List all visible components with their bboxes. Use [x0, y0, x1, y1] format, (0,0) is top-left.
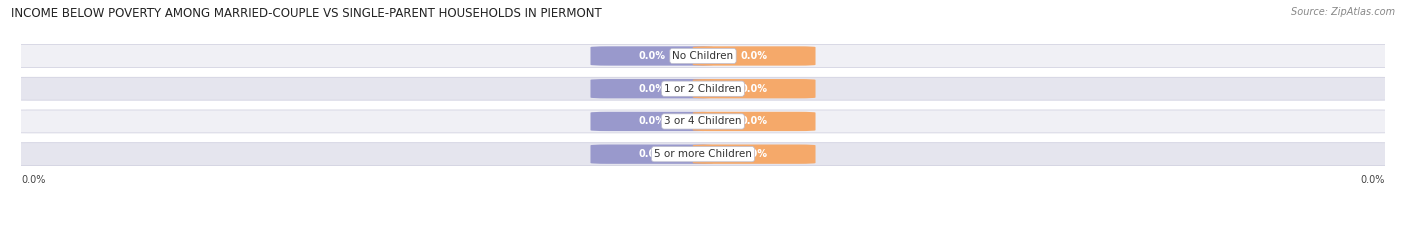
Text: 0.0%: 0.0% — [741, 149, 768, 159]
FancyBboxPatch shape — [591, 79, 713, 98]
FancyBboxPatch shape — [591, 112, 713, 131]
FancyBboxPatch shape — [0, 45, 1406, 67]
FancyBboxPatch shape — [0, 77, 1406, 100]
Text: 0.0%: 0.0% — [21, 175, 45, 185]
FancyBboxPatch shape — [0, 143, 1406, 166]
FancyBboxPatch shape — [693, 112, 815, 131]
Text: 5 or more Children: 5 or more Children — [654, 149, 752, 159]
FancyBboxPatch shape — [693, 144, 815, 164]
FancyBboxPatch shape — [693, 79, 815, 98]
Text: 0.0%: 0.0% — [638, 51, 665, 61]
Text: 0.0%: 0.0% — [741, 84, 768, 94]
Text: 0.0%: 0.0% — [741, 116, 768, 127]
Text: 3 or 4 Children: 3 or 4 Children — [664, 116, 742, 127]
Text: 0.0%: 0.0% — [638, 149, 665, 159]
Text: 0.0%: 0.0% — [638, 116, 665, 127]
Text: 0.0%: 0.0% — [638, 84, 665, 94]
FancyBboxPatch shape — [693, 46, 815, 66]
Text: 0.0%: 0.0% — [741, 51, 768, 61]
Text: No Children: No Children — [672, 51, 734, 61]
FancyBboxPatch shape — [591, 46, 713, 66]
Legend: Married Couples, Single Parents: Married Couples, Single Parents — [600, 229, 806, 233]
Text: 1 or 2 Children: 1 or 2 Children — [664, 84, 742, 94]
Text: 0.0%: 0.0% — [1361, 175, 1385, 185]
FancyBboxPatch shape — [0, 110, 1406, 133]
Text: INCOME BELOW POVERTY AMONG MARRIED-COUPLE VS SINGLE-PARENT HOUSEHOLDS IN PIERMON: INCOME BELOW POVERTY AMONG MARRIED-COUPL… — [11, 7, 602, 20]
Text: Source: ZipAtlas.com: Source: ZipAtlas.com — [1291, 7, 1395, 17]
FancyBboxPatch shape — [591, 144, 713, 164]
